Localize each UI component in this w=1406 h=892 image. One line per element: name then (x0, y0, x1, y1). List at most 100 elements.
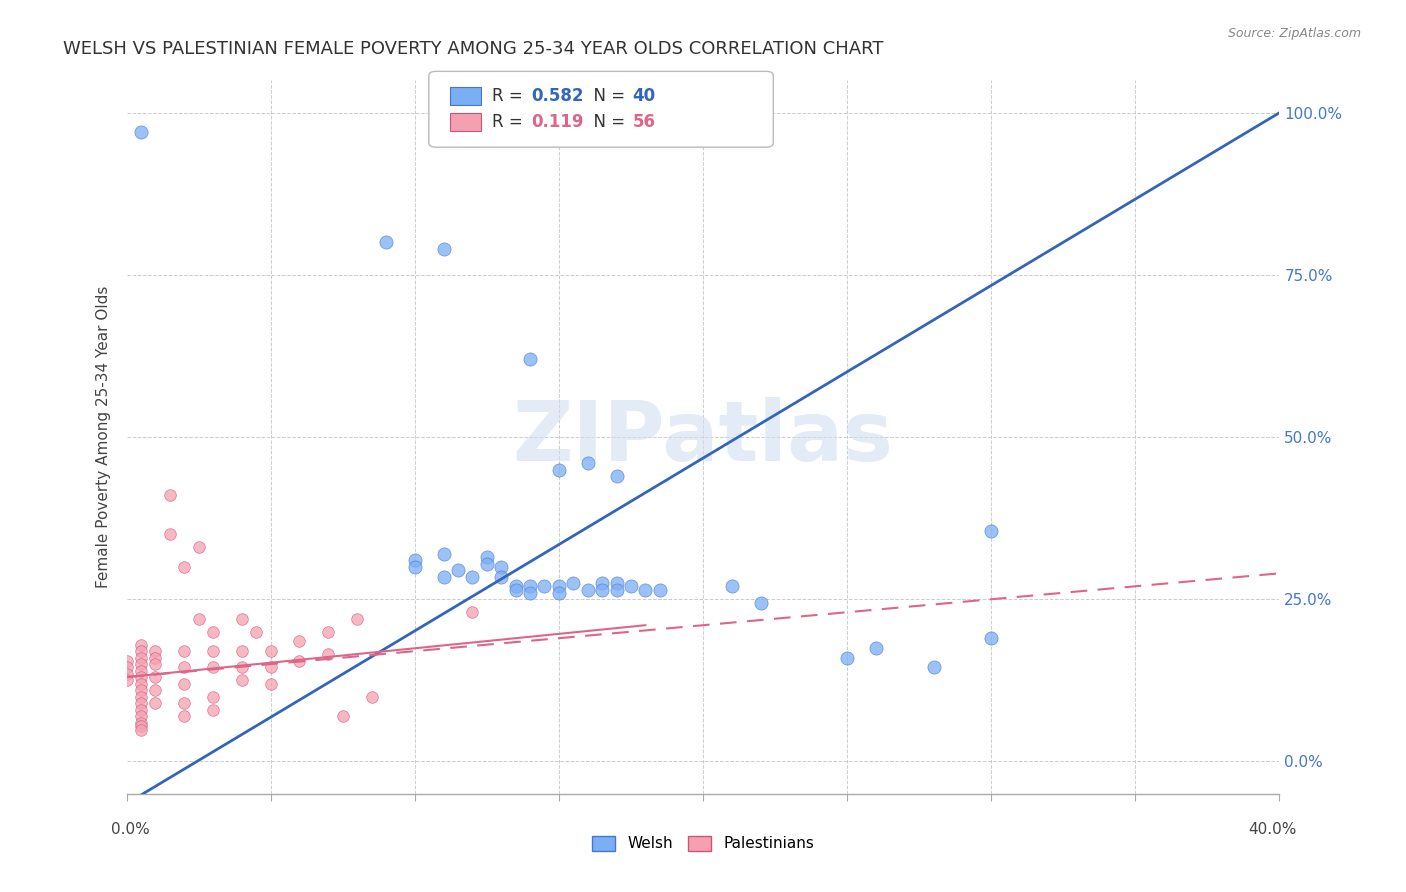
Point (591, 576, 613, 591)
Text: 40: 40 (633, 87, 655, 105)
Point (187, 541, 209, 555)
Point (835, 650, 858, 665)
Point (548, 462, 571, 476)
Point (720, 579, 742, 593)
Text: WELSH VS PALESTINIAN FEMALE POVERTY AMONG 25-34 YEAR OLDS CORRELATION CHART: WELSH VS PALESTINIAN FEMALE POVERTY AMON… (63, 40, 884, 58)
Point (202, 690, 225, 704)
Point (288, 634, 311, 648)
Point (433, 242, 456, 256)
Point (202, 644, 225, 658)
Point (404, 553, 426, 567)
Point (129, 719, 152, 733)
Point (173, 660, 195, 674)
Point (634, 582, 657, 597)
Point (129, 723, 152, 738)
Point (548, 579, 571, 593)
Point (620, 579, 643, 593)
Point (145, 683, 166, 698)
Point (576, 456, 599, 470)
Point (129, 715, 152, 730)
Point (433, 547, 456, 561)
Point (749, 595, 772, 609)
Point (332, 709, 354, 723)
Point (447, 563, 470, 577)
Point (606, 469, 628, 483)
Text: 40.0%: 40.0% (1249, 822, 1296, 837)
Point (519, 352, 541, 367)
Point (259, 676, 281, 690)
Point (231, 673, 253, 688)
Text: N =: N = (583, 87, 631, 105)
Point (259, 660, 281, 674)
Point (129, 657, 152, 672)
Point (491, 559, 513, 574)
Text: 56: 56 (633, 113, 655, 131)
Point (231, 660, 253, 674)
Point (505, 582, 527, 597)
Point (115, 654, 138, 668)
Point (115, 673, 138, 688)
Point (145, 657, 166, 672)
Point (606, 576, 628, 591)
Point (231, 644, 253, 658)
Point (129, 676, 152, 690)
Point (576, 582, 599, 597)
Point (491, 569, 513, 583)
Point (145, 650, 166, 665)
Point (475, 550, 498, 565)
Point (129, 644, 152, 658)
Point (173, 559, 195, 574)
Point (129, 690, 152, 704)
Point (519, 579, 541, 593)
Text: ZIPatlas: ZIPatlas (513, 397, 893, 477)
Point (145, 670, 166, 684)
Point (865, 640, 887, 655)
Point (346, 612, 368, 626)
Point (173, 644, 195, 658)
Legend: Welsh, Palestinians: Welsh, Palestinians (586, 830, 820, 857)
Point (173, 696, 195, 710)
Text: 0.582: 0.582 (531, 87, 583, 105)
Point (461, 605, 484, 619)
Point (980, 631, 1002, 645)
Point (533, 579, 555, 593)
Text: 0.0%: 0.0% (111, 822, 150, 837)
Point (145, 644, 166, 658)
Point (606, 582, 628, 597)
Point (129, 696, 152, 710)
Point (404, 559, 426, 574)
Point (202, 702, 225, 716)
Point (202, 660, 225, 674)
Point (129, 650, 152, 665)
Point (231, 612, 253, 626)
Point (173, 676, 195, 690)
Point (475, 557, 498, 571)
Point (318, 648, 340, 662)
Point (129, 664, 152, 678)
Point (129, 709, 152, 723)
Y-axis label: Female Poverty Among 25-34 Year Olds: Female Poverty Among 25-34 Year Olds (96, 286, 111, 588)
Point (318, 624, 340, 639)
Point (129, 702, 152, 716)
Point (145, 696, 166, 710)
Point (505, 579, 527, 593)
Text: R =: R = (492, 113, 533, 131)
Point (159, 488, 181, 502)
Point (591, 582, 613, 597)
Point (245, 624, 267, 639)
Point (548, 586, 571, 600)
Point (129, 683, 152, 698)
Point (115, 666, 138, 681)
Point (360, 690, 382, 704)
Point (980, 524, 1002, 538)
Point (519, 586, 541, 600)
Point (115, 660, 138, 674)
Point (129, 125, 152, 139)
Point (259, 644, 281, 658)
Text: 0.119: 0.119 (531, 113, 583, 131)
Point (129, 670, 152, 684)
Point (433, 569, 456, 583)
Text: N =: N = (583, 113, 631, 131)
Point (648, 582, 671, 597)
Point (562, 576, 585, 591)
